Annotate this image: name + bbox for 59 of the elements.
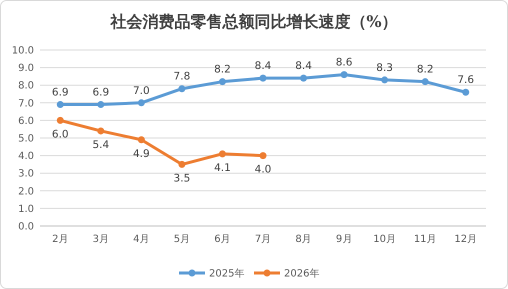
x-tick-label: 12月 — [454, 234, 478, 245]
x-tick-label: 10月 — [373, 234, 396, 245]
point — [56, 116, 64, 124]
point — [218, 78, 226, 86]
data-label: 4.1 — [214, 162, 231, 174]
data-label: 7.6 — [457, 74, 474, 86]
data-label: 8.6 — [336, 56, 353, 69]
x-tick-label: 9月 — [336, 234, 352, 245]
x-tick-label: 4月 — [133, 234, 150, 245]
y-tick-label: 2.0 — [18, 186, 34, 198]
y-tick-label: 10.0 — [12, 46, 34, 56]
data-label: 7.8 — [174, 70, 190, 83]
data-label: 7.0 — [133, 84, 150, 97]
point — [462, 88, 470, 96]
point — [97, 127, 104, 134]
point — [381, 76, 388, 84]
data-label: 6.9 — [52, 86, 69, 99]
data-label: 5.4 — [92, 138, 110, 151]
y-tick-label: 9.0 — [18, 63, 34, 74]
x-tick-label: 8月 — [295, 234, 312, 245]
legend-label: 2026年 — [284, 268, 320, 280]
y-tick-label: 7.0 — [18, 98, 34, 110]
x-tick-label: 2月 — [52, 234, 68, 245]
point — [218, 150, 226, 158]
y-tick-label: 3.0 — [18, 168, 34, 180]
point — [97, 101, 104, 108]
y-tick-label: 1.0 — [18, 204, 34, 215]
x-tick-label: 5月 — [174, 234, 190, 245]
x-tick-label: 11月 — [414, 234, 437, 245]
data-label: 8.3 — [376, 62, 393, 74]
y-tick-label: 4.0 — [18, 151, 34, 162]
data-label: 8.4 — [295, 60, 312, 72]
y-tick-label: 8.0 — [18, 80, 34, 92]
point — [138, 136, 145, 144]
data-label: 8.4 — [254, 60, 272, 72]
point — [56, 101, 64, 108]
point — [138, 99, 145, 106]
x-tick-label: 3月 — [92, 234, 110, 245]
point — [178, 160, 186, 168]
data-label: 4.0 — [254, 164, 272, 176]
y-tick-label: 5.0 — [18, 134, 34, 144]
data-label: 4.9 — [133, 148, 150, 160]
point — [178, 85, 186, 92]
point — [300, 74, 308, 82]
point — [340, 71, 348, 78]
chart-title: 社会消费品零售总额同比增长速度（%） — [109, 12, 398, 31]
data-label: 6.9 — [92, 86, 110, 99]
x-tick-label: 6月 — [214, 234, 231, 245]
data-label: 8.2 — [416, 64, 434, 76]
point — [260, 74, 266, 82]
data-label: 8.2 — [214, 64, 231, 76]
point — [422, 78, 429, 86]
y-tick-label: 0.0 — [18, 222, 34, 232]
y-tick-label: 6.0 — [18, 116, 34, 127]
x-tick-label: 7月 — [254, 234, 272, 245]
data-label: 3.5 — [174, 172, 190, 184]
data-label: 6.0 — [52, 128, 69, 140]
point — [260, 152, 266, 160]
legend-label: 2025年 — [209, 268, 244, 280]
